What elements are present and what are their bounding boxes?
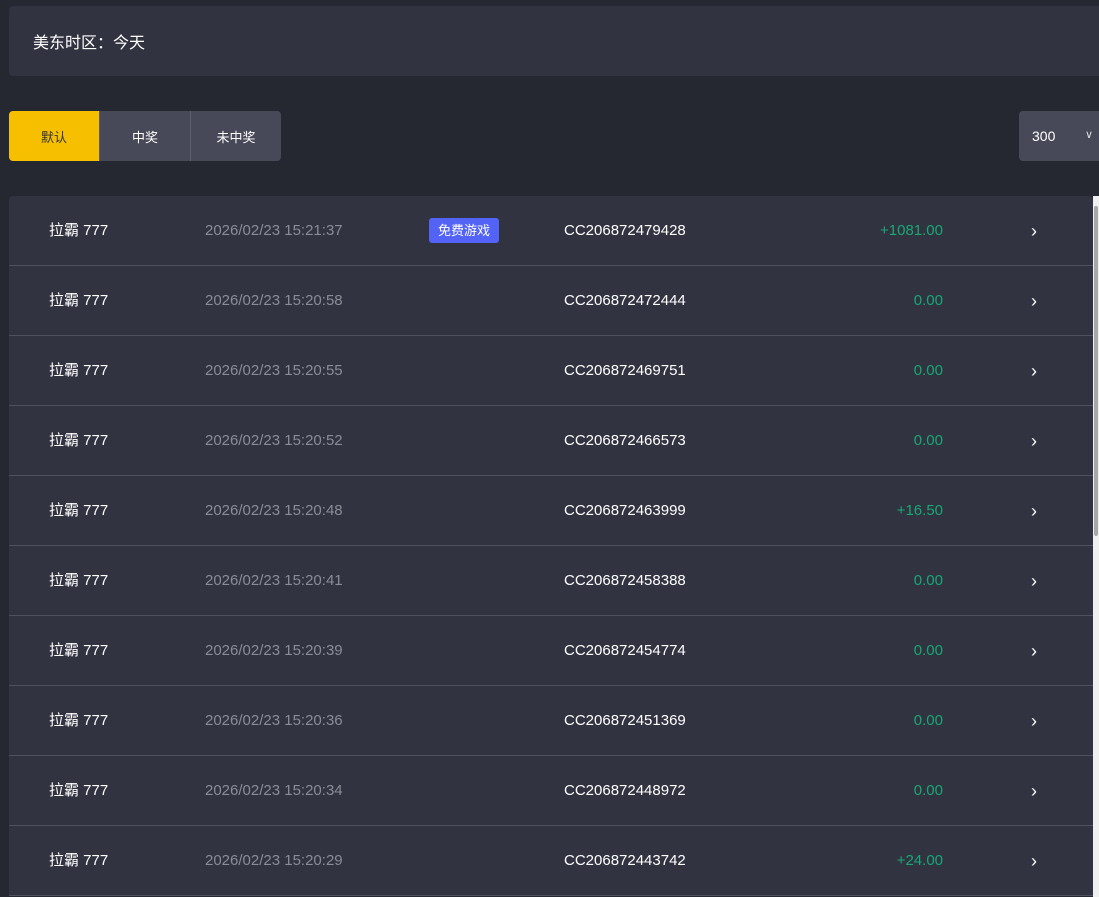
table-row[interactable]: 拉霸 777 2026/02/23 15:20:34 CC206872448972… — [9, 756, 1093, 826]
bet-time: 2026/02/23 15:20:39 — [205, 642, 343, 659]
table-row[interactable]: 拉霸 777 2026/02/23 15:20:29 CC206872443742… — [9, 826, 1093, 896]
game-name: 拉霸 777 — [49, 572, 109, 589]
game-name: 拉霸 777 — [49, 502, 109, 519]
table-row[interactable]: 拉霸 777 2026/02/23 15:21:37 免费游戏 CC20687247… — [9, 196, 1093, 266]
game-name: 拉霸 777 — [49, 852, 109, 869]
bet-time: 2026/02/23 15:20:36 — [205, 712, 343, 729]
order-id: CC206872479428 — [564, 222, 686, 239]
game-name: 拉霸 777 — [49, 292, 109, 309]
result-filter-tabs: 默认 中奖 未中奖 — [9, 111, 281, 161]
table-row[interactable]: 拉霸 777 2026/02/23 15:20:55 CC206872469751… — [9, 336, 1093, 406]
chevron-right-icon[interactable]: › — [1031, 221, 1037, 241]
chevron-right-icon[interactable]: › — [1031, 431, 1037, 451]
game-name: 拉霸 777 — [49, 712, 109, 729]
chevron-right-icon[interactable]: › — [1031, 501, 1037, 521]
scrollbar[interactable] — [1093, 196, 1099, 897]
table-row[interactable]: 拉霸 777 2026/02/23 15:20:41 CC206872458388… — [9, 546, 1093, 616]
game-name: 拉霸 777 — [49, 432, 109, 449]
order-id: CC206872472444 — [564, 292, 686, 309]
order-id: CC206872451369 — [564, 712, 686, 729]
table-row[interactable]: 拉霸 777 2026/02/23 15:20:36 CC206872451369… — [9, 686, 1093, 756]
win-amount: 0.00 — [913, 362, 943, 379]
chevron-right-icon[interactable]: › — [1031, 781, 1037, 801]
chevron-down-icon: ∨ — [1085, 129, 1094, 141]
bet-time: 2026/02/23 15:20:48 — [205, 502, 343, 519]
bet-time: 2026/02/23 15:21:37 — [205, 222, 343, 239]
order-id: CC206872466573 — [564, 432, 686, 449]
bet-time: 2026/02/23 15:20:34 — [205, 782, 343, 799]
win-amount: 0.00 — [913, 642, 943, 659]
free-game-badge: 免费游戏 — [429, 218, 500, 243]
game-name: 拉霸 777 — [49, 362, 109, 379]
win-amount: +1081.00 — [880, 222, 943, 239]
tab-not-won[interactable]: 未中奖 — [190, 111, 281, 161]
page-size-select[interactable]: 300 ∨ — [1019, 111, 1099, 161]
win-amount: 0.00 — [913, 572, 943, 589]
win-amount: 0.00 — [913, 432, 943, 449]
order-id: CC206872469751 — [564, 362, 686, 379]
order-id: CC206872454774 — [564, 642, 686, 659]
order-id: CC206872458388 — [564, 572, 686, 589]
game-name: 拉霸 777 — [49, 782, 109, 799]
timezone-label: 美东时区：今天 — [33, 35, 146, 52]
order-id: CC206872463999 — [564, 502, 686, 519]
win-amount: +16.50 — [896, 502, 943, 519]
timezone-filter[interactable]: 美东时区：今天 — [9, 6, 1099, 76]
chevron-right-icon[interactable]: › — [1031, 851, 1037, 871]
table-row[interactable]: 拉霸 777 2026/02/23 15:20:52 CC206872466573… — [9, 406, 1093, 476]
bet-time: 2026/02/23 15:20:29 — [205, 852, 343, 869]
bet-time: 2026/02/23 15:20:41 — [205, 572, 343, 589]
chevron-right-icon[interactable]: › — [1031, 291, 1037, 311]
chevron-right-icon[interactable]: › — [1031, 361, 1037, 381]
win-amount: 0.00 — [913, 712, 943, 729]
table-row[interactable]: 拉霸 777 2026/02/23 15:20:48 CC206872463999… — [9, 476, 1093, 546]
scrollbar-thumb[interactable] — [1094, 206, 1098, 536]
bet-record-list: 拉霸 777 2026/02/23 15:21:37 免费游戏 CC20687247… — [9, 196, 1093, 896]
table-row[interactable]: 拉霸 777 2026/02/23 15:20:39 CC206872454774… — [9, 616, 1093, 686]
game-name: 拉霸 777 — [49, 642, 109, 659]
order-id: CC206872443742 — [564, 852, 686, 869]
bet-time: 2026/02/23 15:20:58 — [205, 292, 343, 309]
page-size-value: 300 — [1032, 128, 1056, 144]
chevron-right-icon[interactable]: › — [1031, 711, 1037, 731]
chevron-right-icon[interactable]: › — [1031, 571, 1037, 591]
win-amount: +24.00 — [896, 852, 943, 869]
game-name: 拉霸 777 — [49, 222, 109, 239]
win-amount: 0.00 — [913, 292, 943, 309]
chevron-right-icon[interactable]: › — [1031, 641, 1037, 661]
table-row[interactable]: 拉霸 777 2026/02/23 15:20:58 CC206872472444… — [9, 266, 1093, 336]
win-amount: 0.00 — [913, 782, 943, 799]
tab-default[interactable]: 默认 — [9, 111, 99, 161]
bet-time: 2026/02/23 15:20:52 — [205, 432, 343, 449]
tab-won[interactable]: 中奖 — [99, 111, 190, 161]
bet-time: 2026/02/23 15:20:55 — [205, 362, 343, 379]
order-id: CC206872448972 — [564, 782, 686, 799]
